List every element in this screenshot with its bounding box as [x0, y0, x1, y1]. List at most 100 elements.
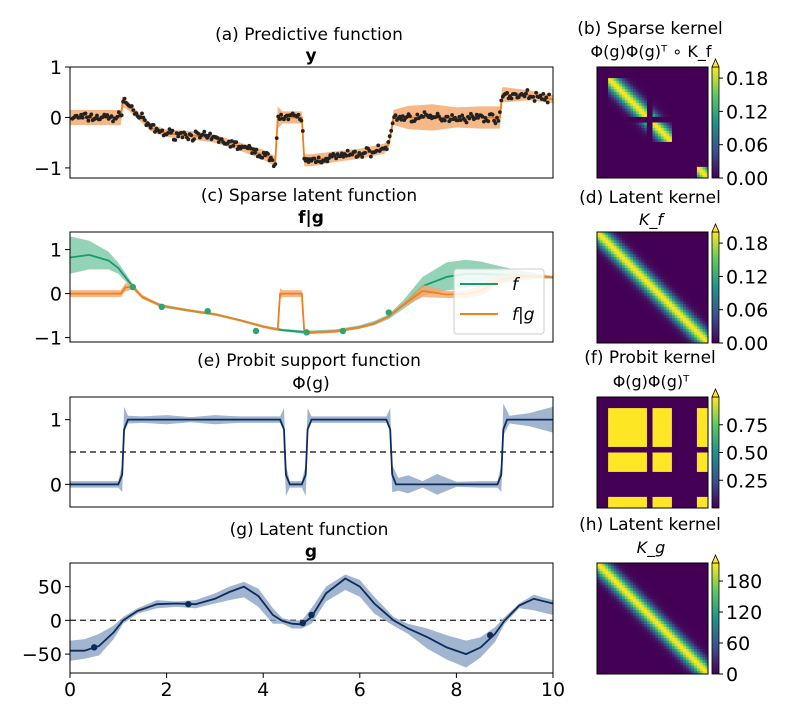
heatmap-cell: [660, 155, 664, 159]
heatmap-cell: [663, 298, 667, 302]
heatmap-cell: [613, 469, 617, 473]
heatmap-cell: [649, 245, 653, 250]
observation-point: [386, 140, 391, 144]
heatmap-cell: [605, 276, 609, 280]
heatmap-cell: [688, 455, 692, 459]
heatmap-cell: [610, 122, 615, 126]
heatmap-cell: [621, 399, 626, 403]
heatmap-cell: [680, 298, 684, 302]
heatmap-cell: [635, 455, 640, 459]
heatmap-cell: [646, 172, 651, 176]
heatmap-cell: [641, 130, 645, 134]
heatmap-cell: [685, 114, 689, 118]
heatmap-cell: [688, 293, 692, 297]
heatmap-cell: [599, 122, 603, 126]
heatmap-cell: [669, 334, 673, 338]
heatmap-cell: [699, 108, 703, 112]
heatmap-cell: [630, 243, 634, 247]
heatmap-cell: [605, 268, 609, 272]
heatmap-cell: [671, 268, 676, 272]
heatmap-cell: [699, 262, 703, 266]
heatmap-cell: [605, 452, 609, 456]
heatmap-cell: [688, 430, 692, 434]
heatmap-cell: [599, 69, 603, 73]
heatmap-cell: [660, 410, 664, 415]
heatmap-cell: [633, 318, 637, 322]
heatmap-cell: [635, 318, 640, 322]
heatmap-cell: [635, 419, 640, 423]
heatmap-cell: [627, 416, 631, 420]
heatmap-cell: [630, 133, 634, 137]
heatmap-cell: [680, 232, 684, 236]
heatmap-cell: [624, 320, 628, 324]
heatmap-cell: [699, 463, 703, 467]
heatmap-cell: [599, 340, 603, 344]
heatmap-cell: [680, 293, 684, 297]
heatmap-cell: [638, 105, 642, 110]
heatmap-cell: [669, 304, 673, 308]
heatmap-cell: [658, 119, 662, 123]
heatmap-cell: [602, 136, 606, 140]
heatmap-cell: [641, 78, 645, 82]
heatmap-cell: [613, 463, 617, 467]
heatmap-cell: [635, 150, 640, 154]
heatmap-cell: [644, 91, 648, 96]
heatmap-cell: [660, 276, 664, 280]
heatmap-cell: [666, 103, 670, 107]
heatmap-cell: [669, 259, 673, 263]
heatmap-cell: [685, 469, 689, 473]
heatmap-cell: [605, 435, 609, 440]
heatmap-cell: [649, 295, 653, 299]
heatmap-cell: [608, 69, 612, 73]
heatmap-cell: [624, 150, 628, 154]
heatmap-cell: [602, 105, 606, 110]
heatmap-cell: [621, 397, 626, 401]
heatmap-cell: [616, 114, 620, 118]
heatmap-cell: [627, 455, 631, 459]
heatmap-cell: [627, 130, 631, 134]
heatmap-cell: [599, 254, 603, 258]
heatmap-cell: [635, 290, 640, 294]
heatmap-cell: [655, 326, 659, 330]
heatmap-cell: [677, 254, 681, 258]
heatmap-cell: [646, 446, 651, 451]
heatmap-cell: [624, 337, 628, 341]
heatmap-cell: [694, 469, 698, 473]
colorbar-tick-label: 0.06: [726, 300, 768, 322]
heatmap-cell: [666, 251, 670, 255]
heatmap-cell: [696, 427, 701, 431]
heatmap-cell: [644, 164, 648, 168]
heatmap-cell: [635, 108, 640, 112]
heatmap-cell: [666, 111, 670, 115]
heatmap-cell: [660, 97, 664, 101]
heatmap-cell: [644, 248, 648, 252]
heatmap-cell: [649, 153, 653, 157]
heatmap-cell: [641, 312, 645, 316]
heatmap-cell: [696, 276, 701, 280]
heatmap-cell: [638, 408, 642, 412]
heatmap-cell: [627, 119, 631, 123]
heatmap-cell: [680, 245, 684, 250]
heatmap-cell: [702, 408, 706, 412]
heatmap-frame: [596, 231, 709, 344]
heatmap-cell: [624, 86, 628, 90]
heatmap-cell: [624, 83, 628, 87]
heatmap-cell: [602, 452, 606, 456]
heatmap-cell: [671, 69, 676, 73]
heatmap-cell: [635, 304, 640, 308]
heatmap-cell: [608, 421, 612, 426]
heatmap-cell: [646, 408, 651, 412]
heatmap-cell: [671, 67, 676, 71]
heatmap-cell: [605, 161, 609, 165]
heatmap-cell: [624, 446, 628, 451]
heatmap-cell: [638, 449, 642, 453]
heatmap-cell: [633, 405, 637, 409]
heatmap-cell: [621, 279, 626, 283]
heatmap-cell: [646, 413, 651, 417]
heatmap-cell: [644, 103, 648, 107]
heatmap-cell: [660, 94, 664, 98]
heatmap-cell: [613, 268, 617, 272]
heatmap-cell: [705, 122, 709, 126]
heatmap-cell: [627, 91, 631, 96]
heatmap-cell: [688, 477, 692, 481]
